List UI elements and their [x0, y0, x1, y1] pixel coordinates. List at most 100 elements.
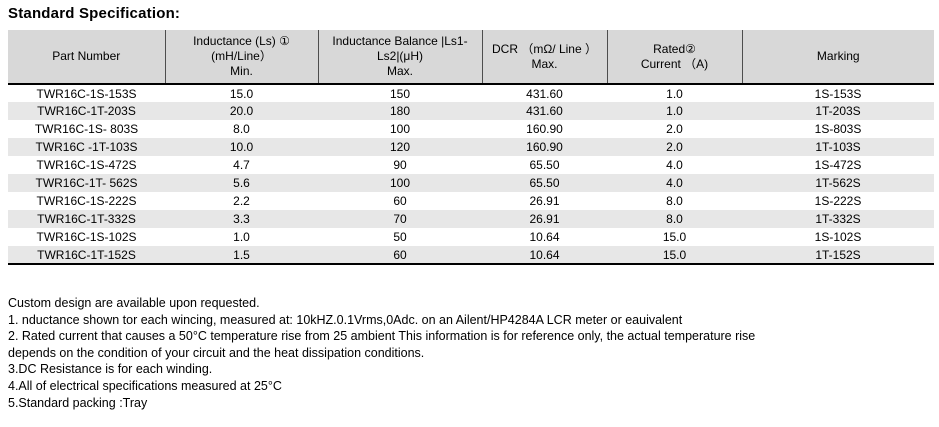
col-header-inductance-balance: Inductance Balance |Ls1- Ls2|(μH) Max.	[318, 30, 483, 84]
cell-rated-current: 8.0	[666, 194, 683, 208]
cell-balance: 150	[389, 86, 411, 101]
cell-marking: 1S-222S	[814, 194, 862, 208]
footnotes: Custom design are available upon request…	[8, 295, 939, 411]
footnote-line: 2. Rated current that causes a 50°C temp…	[8, 329, 756, 344]
cell-part-number: TWR16C-1S-472S	[36, 158, 137, 172]
cell-dcr: 10.64	[529, 230, 560, 244]
table-row: TWR16C-1T-152S 1.5 60 10.64 15.0 1T-152S	[8, 246, 934, 264]
cell-balance: 60	[393, 194, 407, 208]
cell-rated-current: 15.0	[662, 230, 687, 244]
cell-rated-current: 1.0	[666, 86, 683, 101]
footnote-line: 5.Standard packing :Tray	[8, 395, 148, 410]
cell-part-number: TWR16C-1S-153S	[36, 86, 137, 101]
table-row: TWR16C -1T-103S 10.0 120 160.90 2.0 1T-1…	[8, 138, 934, 156]
cell-marking: 1T-103S	[815, 140, 861, 154]
cell-rated-current: 15.0	[662, 247, 687, 262]
col-header-marking: Marking	[742, 30, 934, 84]
cell-dcr: 26.91	[529, 194, 560, 208]
footnote-line: depends on the condition of your circuit…	[8, 345, 425, 360]
table-row: TWR16C-1S-472S 4.7 90 65.50 4.0 1S-472S	[8, 156, 934, 174]
cell-dcr: 160.90	[526, 140, 563, 154]
header-line: Ls2|(μH)	[376, 49, 424, 63]
header-line: Max.	[531, 56, 558, 71]
cell-balance: 180	[389, 104, 411, 118]
header-line: Max.	[386, 64, 413, 78]
cell-rated-current: 4.0	[666, 176, 683, 190]
cell-marking: 1S-153S	[814, 86, 862, 101]
table-row: TWR16C-1S-102S 1.0 50 10.64 15.0 1S-102S	[8, 228, 934, 246]
cell-marking: 1S-803S	[814, 122, 862, 136]
table-row: TWR16C-1T- 562S 5.6 100 65.50 4.0 1T-562…	[8, 174, 934, 192]
cell-marking: 1S-472S	[814, 158, 862, 172]
cell-part-number: TWR16C-1S-102S	[36, 230, 137, 244]
cell-inductance: 15.0	[229, 86, 254, 101]
cell-dcr: 160.90	[526, 122, 563, 136]
cell-inductance: 1.0	[233, 230, 250, 244]
datasheet-page: Standard Specification: Part Number Indu…	[8, 5, 939, 411]
table-row: TWR16C-1S-153S 15.0 150 431.60 1.0 1S-15…	[8, 84, 934, 102]
col-header-part-number: Part Number	[8, 30, 166, 84]
cell-rated-current: 2.0	[666, 122, 683, 136]
cell-dcr: 65.50	[529, 158, 560, 172]
header-line: Part Number	[52, 49, 121, 63]
cell-dcr: 65.50	[529, 176, 560, 190]
table-row: TWR16C-1S-222S 2.2 60 26.91 8.0 1S-222S	[8, 192, 934, 210]
cell-inductance: 4.7	[233, 158, 250, 172]
cell-part-number: TWR16C-1T- 562S	[35, 176, 138, 190]
cell-balance: 70	[393, 212, 407, 226]
header-row: Part Number Inductance (Ls) ① (mH/Line） …	[8, 30, 934, 84]
spec-table: Part Number Inductance (Ls) ① (mH/Line） …	[8, 30, 934, 265]
table-row: TWR16C-1T-203S 20.0 180 431.60 1.0 1T-20…	[8, 102, 934, 120]
header-line: Min.	[230, 64, 253, 78]
header-line: Current （A)	[640, 56, 709, 71]
col-header-rated-current: Rated② Current （A)	[607, 30, 743, 84]
cell-rated-current: 8.0	[666, 212, 683, 226]
cell-inductance: 20.0	[229, 104, 254, 118]
spec-table-body: TWR16C-1S-153S 15.0 150 431.60 1.0 1S-15…	[8, 84, 934, 264]
cell-balance: 120	[389, 140, 411, 154]
cell-marking: 1S-102S	[814, 230, 862, 244]
cell-inductance: 3.3	[233, 212, 250, 226]
cell-part-number: TWR16C-1S- 803S	[34, 122, 139, 136]
spec-table-header: Part Number Inductance (Ls) ① (mH/Line） …	[8, 30, 934, 84]
header-line: Inductance Balance |Ls1-	[332, 34, 468, 48]
header-line: Inductance (Ls) ①	[193, 34, 290, 48]
cell-inductance: 2.2	[233, 194, 250, 208]
cell-part-number: TWR16C-1S-222S	[36, 194, 137, 208]
cell-marking: 1T-152S	[815, 247, 861, 262]
cell-part-number: TWR16C-1T-203S	[37, 104, 136, 118]
cell-rated-current: 4.0	[666, 158, 683, 172]
col-header-dcr: DCR （mΩ/ Line ） Max.	[482, 30, 608, 84]
cell-part-number: TWR16C -1T-103S	[35, 140, 138, 154]
cell-balance: 100	[389, 122, 411, 136]
footnote-line: 3.DC Resistance is for each winding.	[8, 362, 213, 377]
cell-balance: 60	[393, 247, 407, 262]
col-header-inductance: Inductance (Ls) ① (mH/Line） Min.	[165, 30, 319, 84]
cell-dcr: 10.64	[529, 247, 560, 262]
cell-marking: 1T-203S	[815, 104, 861, 118]
cell-dcr: 431.60	[526, 86, 563, 101]
cell-inductance: 10.0	[229, 140, 254, 154]
cell-part-number: TWR16C-1T-332S	[37, 212, 136, 226]
cell-balance: 100	[389, 176, 411, 190]
table-row: TWR16C-1S- 803S 8.0 100 160.90 2.0 1S-80…	[8, 120, 934, 138]
cell-inductance: 8.0	[233, 122, 250, 136]
cell-part-number: TWR16C-1T-152S	[37, 247, 136, 262]
cell-rated-current: 1.0	[666, 104, 683, 118]
cell-inductance: 1.5	[233, 247, 250, 262]
footnote-line: 1. nductance shown tor each wincing, mea…	[8, 312, 683, 327]
header-line: (mH/Line）	[211, 49, 272, 63]
footnote-line: Custom design are available upon request…	[8, 296, 260, 310]
header-line: DCR （mΩ/ Line ）	[492, 41, 597, 56]
page-title: Standard Specification:	[8, 5, 181, 22]
cell-rated-current: 2.0	[666, 140, 683, 154]
cell-marking: 1T-332S	[815, 212, 861, 226]
cell-dcr: 26.91	[529, 212, 560, 226]
cell-marking: 1T-562S	[815, 176, 861, 190]
footnote-line: 4.All of electrical specifications measu…	[8, 378, 282, 393]
cell-balance: 90	[393, 158, 407, 172]
cell-dcr: 431.60	[526, 104, 563, 118]
header-line: Marking	[816, 49, 860, 63]
cell-balance: 50	[393, 230, 407, 244]
table-row: TWR16C-1T-332S 3.3 70 26.91 8.0 1T-332S	[8, 210, 934, 228]
